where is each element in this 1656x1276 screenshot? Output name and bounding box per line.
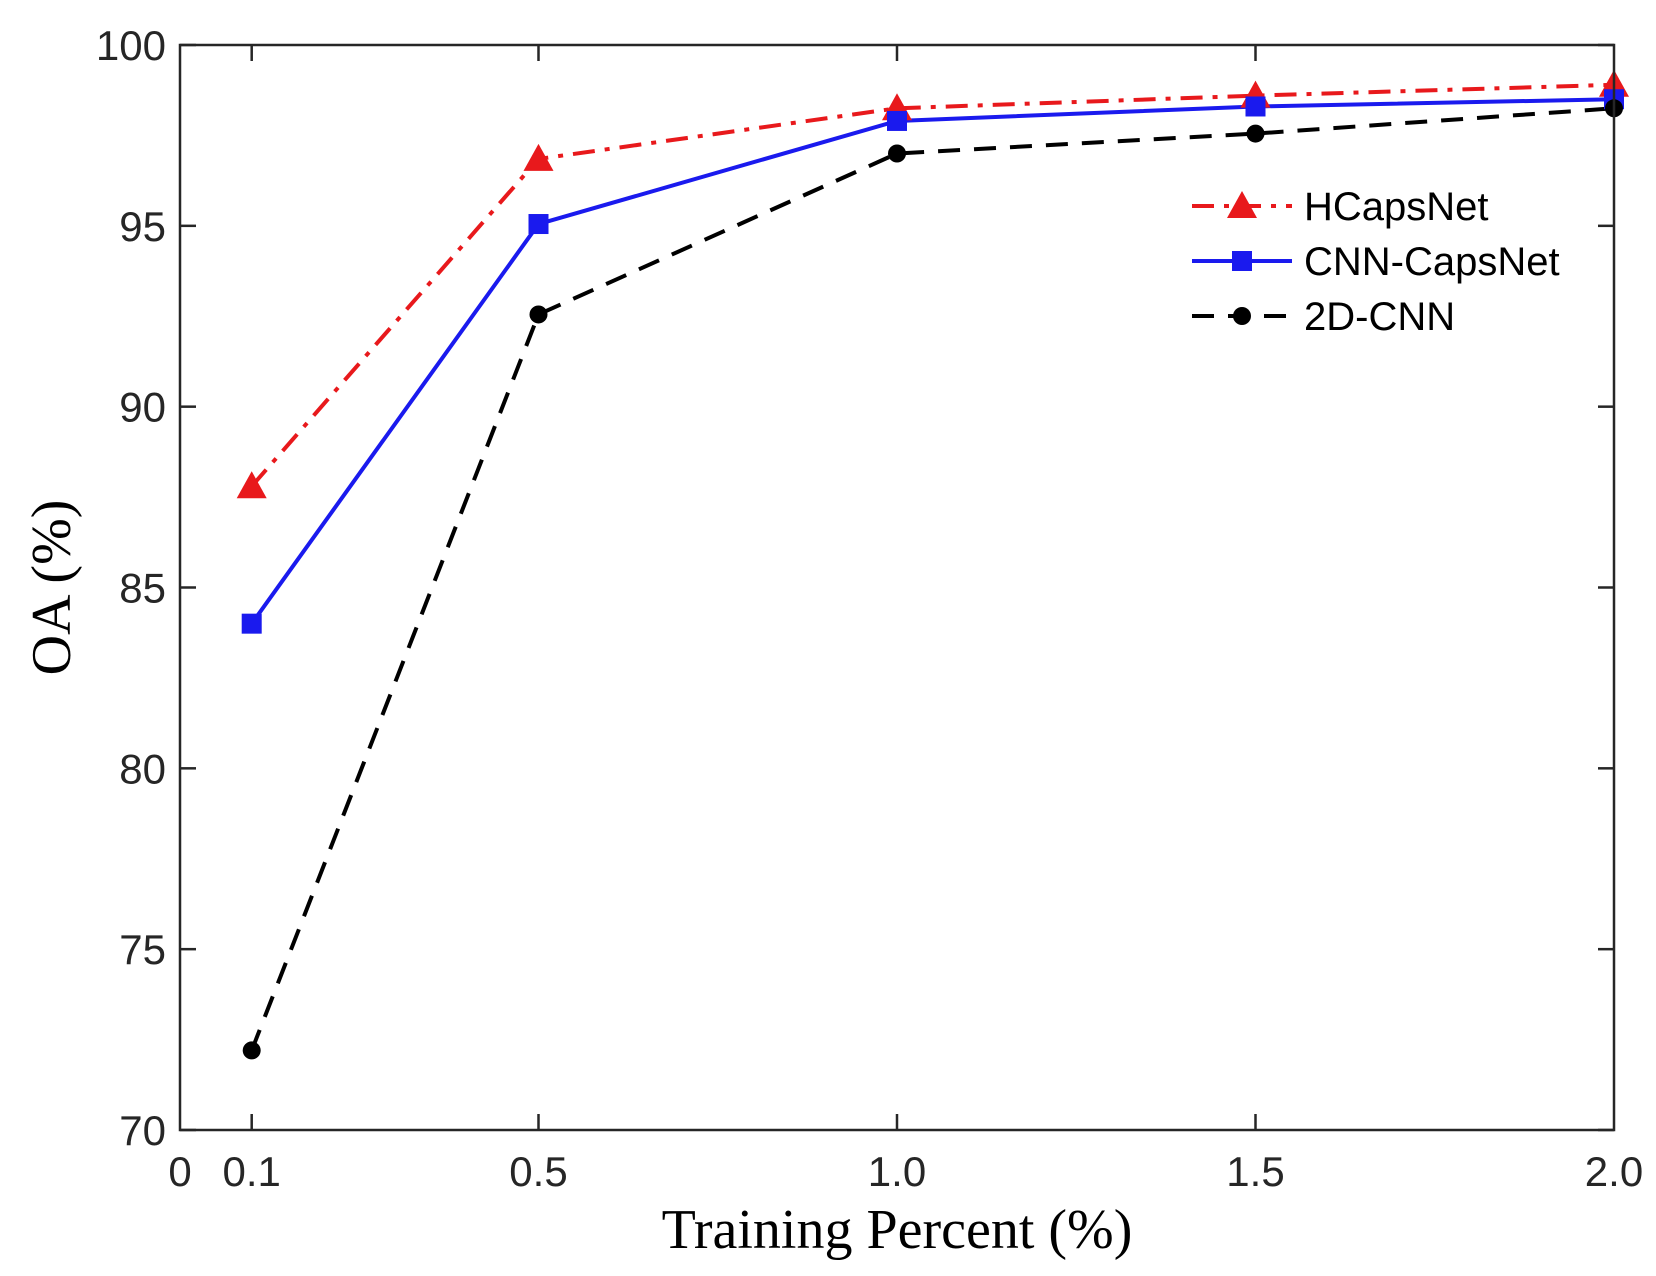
legend-marker-2d-cnn (1233, 307, 1251, 325)
data-point-hcapsnet (523, 143, 554, 171)
y-axis-title: OA (%) (21, 500, 83, 676)
x-tick-label: 0.5 (509, 1148, 567, 1195)
y-tick-label: 75 (119, 926, 166, 973)
x-tick-label: 0 (168, 1148, 191, 1195)
data-point-2d-cnn (888, 144, 906, 163)
x-tick-label: 0.1 (223, 1148, 281, 1195)
legend-marker-cnn-capsnet (1232, 251, 1252, 271)
data-point-cnn-capsnet (1245, 96, 1266, 117)
x-tick-label: 1.5 (1226, 1148, 1284, 1195)
series-line-2d-cnn (249, 106, 1615, 1052)
data-point-cnn-capsnet (241, 613, 262, 634)
legend-label-cnn-capsnet: CNN-CapsNet (1304, 240, 1560, 284)
legend-label-2d-cnn: 2D-CNN (1304, 295, 1455, 339)
y-tick-label: 80 (119, 745, 166, 792)
data-point-2d-cnn (529, 305, 548, 324)
y-tick-label: 85 (119, 565, 166, 612)
x-tick-label: 1.0 (868, 1148, 926, 1195)
x-tick-label: 2.0 (1585, 1148, 1643, 1195)
x-axis-title: Training Percent (%) (662, 1199, 1133, 1261)
data-point-cnn-capsnet (887, 110, 907, 131)
y-tick-label: 95 (119, 203, 166, 250)
y-tick-label: 70 (119, 1107, 166, 1154)
data-point-2d-cnn (242, 1041, 261, 1060)
legend: HCapsNet CNN-CapsNet 2D-CNN (1192, 185, 1560, 339)
plot-markers (236, 69, 1629, 1060)
data-point-hcapsnet (236, 471, 267, 499)
axis-ticks (180, 43, 1614, 1132)
data-point-2d-cnn (1246, 124, 1265, 143)
legend-marker-hcapsnet (1227, 191, 1257, 218)
data-point-cnn-capsnet (528, 214, 549, 235)
legend-label-hcapsnet: HCapsNet (1304, 185, 1489, 229)
y-tick-labels: 70 75 80 85 90 95 100 (96, 22, 166, 1154)
y-tick-label: 100 (96, 22, 166, 69)
x-tick-labels: 0 0.1 0.5 1.0 1.5 2.0 (168, 1148, 1643, 1195)
y-tick-label: 90 (119, 384, 166, 431)
series-line-hcapsnet (250, 82, 1615, 488)
